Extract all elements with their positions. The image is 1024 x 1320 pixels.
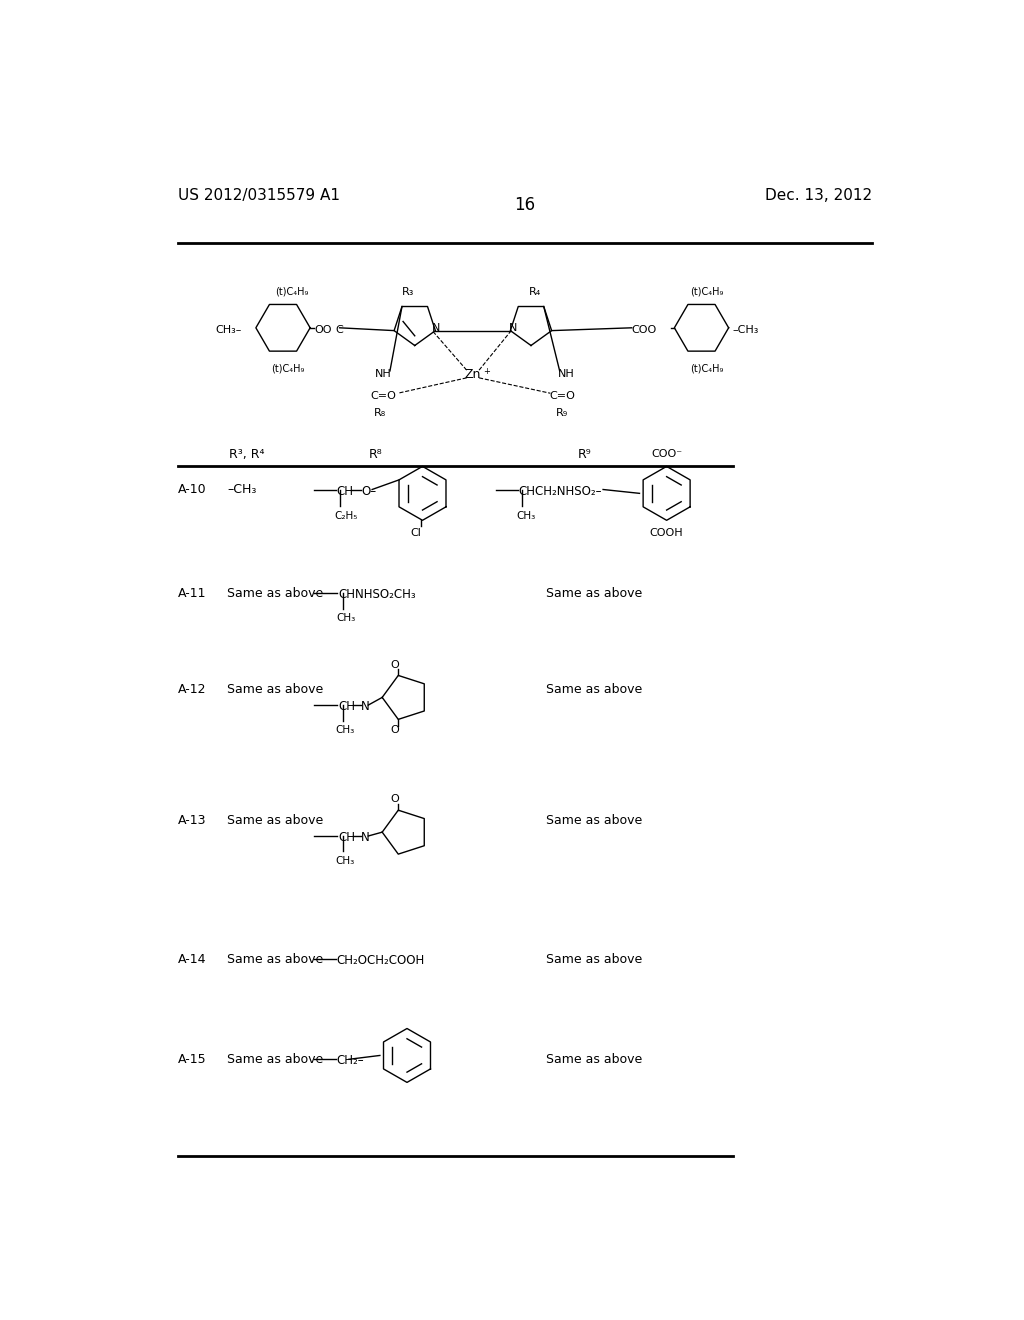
Text: COOH: COOH (650, 528, 683, 537)
Text: O: O (391, 725, 399, 735)
Text: OO: OO (314, 325, 332, 335)
Text: +: + (483, 367, 489, 376)
Text: A-14: A-14 (178, 953, 207, 966)
Text: Same as above: Same as above (227, 953, 324, 966)
Text: CH: CH (338, 832, 355, 843)
Text: –CH₃: –CH₃ (732, 325, 759, 335)
Text: –CH₃: –CH₃ (227, 483, 257, 496)
Text: Cl: Cl (411, 528, 422, 537)
Text: CH: CH (338, 700, 355, 713)
Text: Same as above: Same as above (227, 1053, 324, 1065)
Text: Same as above: Same as above (547, 953, 643, 966)
Text: CH: CH (337, 484, 353, 498)
Text: Same as above: Same as above (547, 814, 643, 828)
Text: R₉: R₉ (556, 408, 568, 417)
Text: Same as above: Same as above (227, 814, 324, 828)
Text: A-12: A-12 (178, 684, 207, 696)
Text: O: O (391, 660, 399, 669)
Text: C₂H₅: C₂H₅ (334, 511, 357, 520)
Text: CH₃: CH₃ (337, 612, 355, 623)
Text: Same as above: Same as above (547, 684, 643, 696)
Text: N: N (432, 323, 440, 333)
Text: (t)C₄H₉: (t)C₄H₉ (690, 363, 723, 374)
Text: CHNHSO₂CH₃: CHNHSO₂CH₃ (338, 589, 416, 602)
Text: (t)C₄H₉: (t)C₄H₉ (271, 363, 305, 374)
Text: CH₃: CH₃ (336, 725, 355, 735)
Text: R₄: R₄ (528, 286, 541, 297)
Text: R₃: R₃ (402, 286, 415, 297)
Text: Dec. 13, 2012: Dec. 13, 2012 (765, 187, 872, 203)
Text: COO⁻: COO⁻ (651, 449, 682, 459)
Text: Same as above: Same as above (547, 587, 643, 601)
Text: R⁸: R⁸ (369, 449, 382, 462)
Text: NH: NH (376, 370, 392, 379)
Text: N: N (509, 323, 518, 333)
Text: Zn: Zn (465, 367, 481, 380)
Text: O–: O– (361, 484, 377, 498)
Text: A-15: A-15 (178, 1053, 207, 1065)
Text: COO: COO (632, 325, 657, 335)
Text: CH₃: CH₃ (336, 855, 355, 866)
Text: Same as above: Same as above (227, 587, 324, 601)
Text: CH₃–: CH₃– (216, 325, 242, 335)
Text: C: C (335, 325, 343, 335)
Text: CH₂–: CH₂– (337, 1055, 365, 1068)
Text: O: O (391, 795, 399, 804)
Text: R₈: R₈ (374, 408, 386, 417)
Text: A-13: A-13 (178, 814, 207, 828)
Text: CH₂OCH₂COOH: CH₂OCH₂COOH (337, 954, 425, 968)
Text: N: N (361, 700, 370, 713)
Text: (t)C₄H₉: (t)C₄H₉ (275, 286, 308, 297)
Text: R³, R⁴: R³, R⁴ (228, 449, 264, 462)
Text: Same as above: Same as above (227, 684, 324, 696)
Text: (t)C₄H₉: (t)C₄H₉ (690, 286, 723, 297)
Text: N: N (361, 832, 370, 843)
Text: A-11: A-11 (178, 587, 207, 601)
Text: CH₃: CH₃ (516, 511, 536, 520)
Text: C=O: C=O (371, 391, 396, 400)
Text: R⁹: R⁹ (578, 449, 591, 462)
Text: NH: NH (557, 370, 574, 379)
Text: CHCH₂NHSO₂–: CHCH₂NHSO₂– (518, 484, 602, 498)
Text: 16: 16 (514, 195, 536, 214)
Text: A-10: A-10 (178, 483, 207, 496)
Text: C=O: C=O (549, 391, 574, 400)
Text: US 2012/0315579 A1: US 2012/0315579 A1 (178, 187, 340, 203)
Text: Same as above: Same as above (547, 1053, 643, 1065)
